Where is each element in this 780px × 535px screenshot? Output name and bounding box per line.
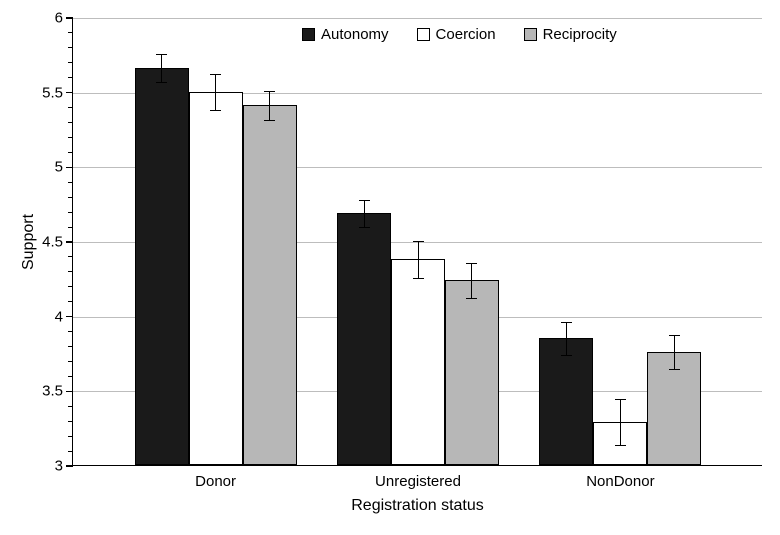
x-axis-title: Registration status <box>351 497 484 515</box>
legend-label: Coercion <box>436 26 496 43</box>
legend-label: Reciprocity <box>543 26 617 43</box>
y-tick-minor <box>68 451 73 452</box>
y-tick-minor <box>68 421 73 422</box>
gridline <box>73 18 762 19</box>
legend-item-coercion: Coercion <box>417 26 496 43</box>
x-tick-label: NonDonor <box>586 465 654 490</box>
y-tick-minor <box>68 212 73 213</box>
y-tick-minor <box>68 32 73 33</box>
y-tick-minor <box>68 182 73 183</box>
error-bar-cap <box>615 445 626 446</box>
y-tick-minor <box>68 436 73 437</box>
error-bar-cap <box>359 200 370 201</box>
x-tick-label: Donor <box>195 465 236 490</box>
y-tick-label: 4.5 <box>42 234 73 251</box>
error-bar-cap <box>669 369 680 370</box>
y-tick-minor <box>68 271 73 272</box>
error-bar <box>418 241 419 278</box>
error-bar <box>364 200 365 227</box>
error-bar <box>566 323 567 356</box>
y-tick-minor <box>68 62 73 63</box>
error-bar-cap <box>669 335 680 336</box>
bar-reciprocity-unregistered <box>445 280 499 465</box>
legend-label: Autonomy <box>321 26 389 43</box>
error-bar <box>161 55 162 83</box>
error-bar-cap <box>264 91 275 92</box>
plot-area: 33.544.555.56SupportDonorUnregisteredNon… <box>72 18 762 466</box>
y-tick-label: 6 <box>55 10 73 27</box>
y-tick-label: 5.5 <box>42 84 73 101</box>
y-tick-minor <box>68 286 73 287</box>
error-bar-cap <box>561 355 572 356</box>
bar-autonomy-donor <box>135 68 189 465</box>
y-tick-label: 4 <box>55 308 73 325</box>
legend-swatch <box>417 28 430 41</box>
legend-swatch <box>302 28 315 41</box>
error-bar-cap <box>413 241 424 242</box>
y-tick-minor <box>68 406 73 407</box>
legend-item-reciprocity: Reciprocity <box>524 26 617 43</box>
error-bar-cap <box>561 322 572 323</box>
legend: Autonomy Coercion Reciprocity <box>302 26 617 43</box>
error-bar-cap <box>210 110 221 111</box>
y-tick-label: 5 <box>55 159 73 176</box>
y-tick-minor <box>68 152 73 153</box>
error-bar <box>471 264 472 298</box>
y-tick-minor <box>68 346 73 347</box>
error-bar <box>620 400 621 446</box>
y-tick-minor <box>68 376 73 377</box>
error-bar <box>674 335 675 369</box>
x-tick-label: Unregistered <box>375 465 461 490</box>
y-tick-minor <box>68 197 73 198</box>
error-bar <box>269 92 270 120</box>
legend-item-autonomy: Autonomy <box>302 26 389 43</box>
bar-coercion-unregistered <box>391 259 445 465</box>
y-tick-label: 3 <box>55 458 73 475</box>
bar-reciprocity-donor <box>243 105 297 465</box>
y-tick-minor <box>68 122 73 123</box>
error-bar-cap <box>210 74 221 75</box>
legend-swatch <box>524 28 537 41</box>
error-bar-cap <box>156 82 167 83</box>
error-bar-cap <box>466 298 477 299</box>
bar-autonomy-unregistered <box>337 213 391 465</box>
y-tick-minor <box>68 77 73 78</box>
y-tick-minor <box>68 361 73 362</box>
y-tick-minor <box>68 47 73 48</box>
error-bar-cap <box>466 263 477 264</box>
y-axis-title: Support <box>20 213 38 269</box>
error-bar-cap <box>615 399 626 400</box>
support-by-registration-chart: 3 3.5 4 4.5 5 5.5 6 Support Donor Unregistered Non… <box>0 0 780 535</box>
error-bar <box>215 75 216 111</box>
bar-coercion-donor <box>189 92 243 465</box>
bar-autonomy-nondonor <box>539 338 593 465</box>
error-bar-cap <box>413 278 424 279</box>
y-tick-label: 3.5 <box>42 383 73 400</box>
y-tick-minor <box>68 256 73 257</box>
y-tick-minor <box>68 227 73 228</box>
error-bar-cap <box>156 54 167 55</box>
y-tick-minor <box>68 331 73 332</box>
error-bar-cap <box>264 120 275 121</box>
y-tick-minor <box>68 137 73 138</box>
error-bar-cap <box>359 227 370 228</box>
y-tick-minor <box>68 301 73 302</box>
y-tick-minor <box>68 107 73 108</box>
